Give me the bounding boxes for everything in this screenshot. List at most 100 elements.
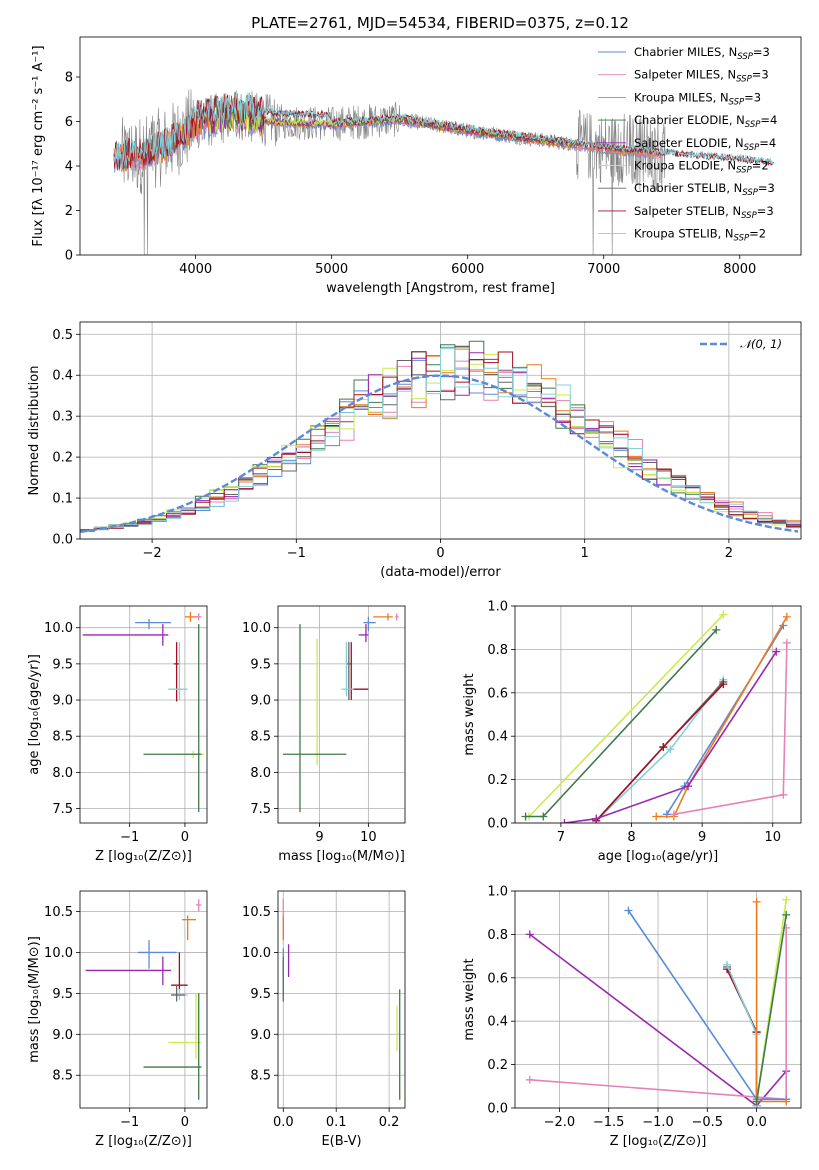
spectrum-frame	[79, 36, 802, 256]
age-vs-mass-ytick-label: 10.0	[242, 621, 271, 636]
mass-vs-Z-frame	[79, 890, 208, 1109]
legend-label-text: Kroupa ELODIE, N	[634, 159, 736, 173]
legend-label-suffix: =3	[752, 68, 769, 82]
age-vs-mass-xtick-label: 10	[360, 830, 377, 845]
age-vs-Z-ytick-label: 8.0	[52, 766, 73, 781]
residuals-ytick-label: 0.2	[52, 451, 73, 466]
mass-vs-EBV-grid	[278, 891, 405, 1108]
residuals-ytick-label: 0.1	[52, 492, 73, 507]
age-vs-Z-ytick-label: 10.0	[44, 621, 73, 636]
weight-vs-Z-marker	[723, 960, 732, 969]
legend-label-4: Salpeter ELODIE, NSSP=4	[634, 136, 776, 153]
weight-vs-Z-ytick-label: 0.6	[487, 971, 508, 986]
mass-vs-EBV-plot-area	[282, 899, 401, 1100]
age-vs-mass-ytick-label: 8.0	[250, 766, 271, 781]
age-vs-mass-ytick-label: 9.0	[250, 694, 271, 709]
mass-vs-EBV-xtick-label: 0.2	[379, 1115, 400, 1130]
legend-label-8: Kroupa STELIB, NSSP=2	[634, 227, 766, 244]
weight-vs-age-marker	[592, 814, 601, 823]
weight-vs-age-marker	[521, 812, 530, 821]
legend-label-7: Salpeter STELIB, NSSP=3	[634, 204, 774, 221]
legend-label-suffix: =4	[759, 136, 776, 150]
weight-vs-age-marker	[652, 812, 661, 821]
chart-spectrum: 4000 5000 6000 7000 8000 0 2 4 6 8 wavelength [Ang…	[31, 36, 802, 296]
legend-label-subscript: SSP	[734, 234, 750, 244]
spectrum-model-kroupa-stelib	[113, 90, 774, 170]
legend-label-3: Chabrier ELODIE, NSSP=4	[634, 113, 777, 130]
age-vs-Z-ytick-label: 7.5	[52, 802, 73, 817]
age-vs-mass-point-chabrier-miles	[363, 616, 376, 632]
weight-vs-Z-marker	[782, 910, 791, 919]
age-vs-Z-point-chabrier-elodie	[143, 624, 202, 813]
gaussian-legend-label: 𝒩(0, 1)	[740, 337, 782, 351]
weight-vs-age-xtick-label: 10	[764, 830, 781, 845]
age-vs-mass-point-salpeter-elodie	[358, 624, 369, 643]
chart-weight-vs-Z: −2.0 −1.5 −1.0 −0.5 0.0 0.0 0.2 0.4 0.6 0.8 1.0 Z […	[462, 885, 802, 1149]
legend-label-text: Chabrier MILES, N	[634, 45, 737, 59]
legend-label-6: Chabrier STELIB, NSSP=3	[634, 181, 775, 198]
weight-vs-Z-series-chabrier-elodie	[752, 910, 791, 1106]
spectrum-xtick-label: 8000	[723, 262, 756, 277]
mass-vs-Z-xlabel: Z [log₁₀(Z/Z⊙)]	[95, 1134, 192, 1149]
figure-title: PLATE=2761, MJD=54534, FIBERID=0375, z=0…	[251, 14, 629, 32]
weight-vs-age-ytick-label: 1.0	[487, 600, 508, 615]
weight-vs-age-series-salpeter-elodie	[560, 647, 781, 823]
age-vs-Z-frame	[79, 605, 208, 824]
spectrum-xtick-label: 4000	[179, 262, 212, 277]
age-vs-mass-frame	[277, 605, 406, 824]
mass-vs-Z-point-chabrier-stelib	[171, 985, 185, 1002]
mass-vs-Z-ytick-label: 8.5	[52, 1069, 73, 1084]
age-vs-mass-ytick-label: 9.5	[250, 657, 271, 672]
chart-weight-vs-age: 7 8 9 10 0.0 0.2 0.4 0.6 0.8 1.0 age [log₁₀(age/yr…	[462, 600, 802, 864]
weight-vs-age-marker	[659, 743, 668, 752]
spectrum-plot-area	[113, 89, 774, 255]
legend-label-suffix: =2	[752, 159, 769, 173]
chart-age-vs-mass: 9 10 7.5 8.0 8.5 9.0 9.5 10.0 mass [log₁₀(M/M⊙)]	[242, 605, 406, 864]
age-vs-Z-grid	[80, 606, 207, 823]
age-vs-mass-grid	[278, 606, 405, 823]
weight-vs-age-line	[564, 651, 777, 823]
weight-vs-Z-xlabel: Z [log₁₀(Z/Z⊙)]	[610, 1134, 707, 1149]
residuals-xlabel: (data-model)/error	[380, 565, 501, 580]
spectrum-ytick-label: 8	[65, 71, 73, 86]
legend-label-subscript: SSP	[736, 166, 752, 176]
age-vs-mass-ytick-label: 7.5	[250, 802, 271, 817]
weight-vs-age-ytick-label: 0.0	[487, 817, 508, 832]
legend-label-text: Kroupa STELIB, N	[634, 227, 734, 241]
weight-vs-age-xtick-label: 9	[698, 830, 706, 845]
weight-vs-age-marker	[560, 819, 569, 823]
mass-vs-Z-plot-area	[85, 899, 202, 1100]
chart-mass-vs-Z: −1 0 8.5 9.0 9.5 10.0 10.5 Z [log₁₀(Z/Z⊙)] mass …	[27, 890, 208, 1149]
weight-vs-age-line	[528, 614, 724, 818]
weight-vs-Z-xtick-label: 0.0	[746, 1115, 767, 1130]
legend-label-2: Kroupa MILES, NSSP=3	[634, 90, 761, 107]
legend-label-suffix: =3	[758, 181, 775, 195]
mass-vs-EBV-xlabel: E(B-V)	[321, 1134, 361, 1149]
weight-vs-Z-plot-area	[525, 895, 791, 1108]
spectrum-ylabel: Flux [fλ 10⁻¹⁷ erg cm⁻² s⁻¹ A⁻¹]	[31, 45, 46, 246]
weight-vs-age-marker	[712, 625, 721, 634]
residuals-ytick-label: 0.5	[52, 328, 73, 343]
weight-vs-age-marker	[669, 810, 678, 819]
legend-label-0: Chabrier MILES, NSSP=3	[634, 45, 770, 62]
weight-vs-Z-ytick-label: 1.0	[487, 885, 508, 900]
spectrum-xlabel: wavelength [Angstrom, rest frame]	[326, 281, 555, 296]
legend-label-subscript: SSP	[742, 188, 758, 198]
chart-age-vs-Z: −1 0 7.5 8.0 8.5 9.0 9.5 10.0 Z [log₁₀(Z/Z⊙)] age…	[27, 605, 208, 864]
weight-vs-Z-marker	[525, 930, 534, 939]
residuals-ytick-label: 0.4	[52, 369, 73, 384]
mass-vs-EBV-ytick-label: 10.0	[242, 946, 271, 961]
histogram-kroupa-stelib	[80, 348, 801, 539]
spectrum-ytick-label: 4	[65, 160, 73, 175]
weight-vs-age-marker	[782, 638, 791, 647]
legend-label-suffix: =3	[744, 90, 761, 104]
age-vs-Z-plot-area	[82, 611, 205, 813]
legend-label-text: Chabrier ELODIE, N	[634, 113, 745, 127]
mass-vs-EBV-xtick-label: 0.1	[326, 1115, 347, 1130]
age-vs-Z-point-chabrier-miles	[135, 619, 172, 630]
age-vs-Z-xtick-label: 0	[181, 830, 189, 845]
age-vs-mass-plot-area	[282, 613, 399, 813]
weight-vs-age-ytick-label: 0.4	[487, 730, 508, 745]
weight-vs-Z-xtick-label: −0.5	[692, 1115, 724, 1130]
